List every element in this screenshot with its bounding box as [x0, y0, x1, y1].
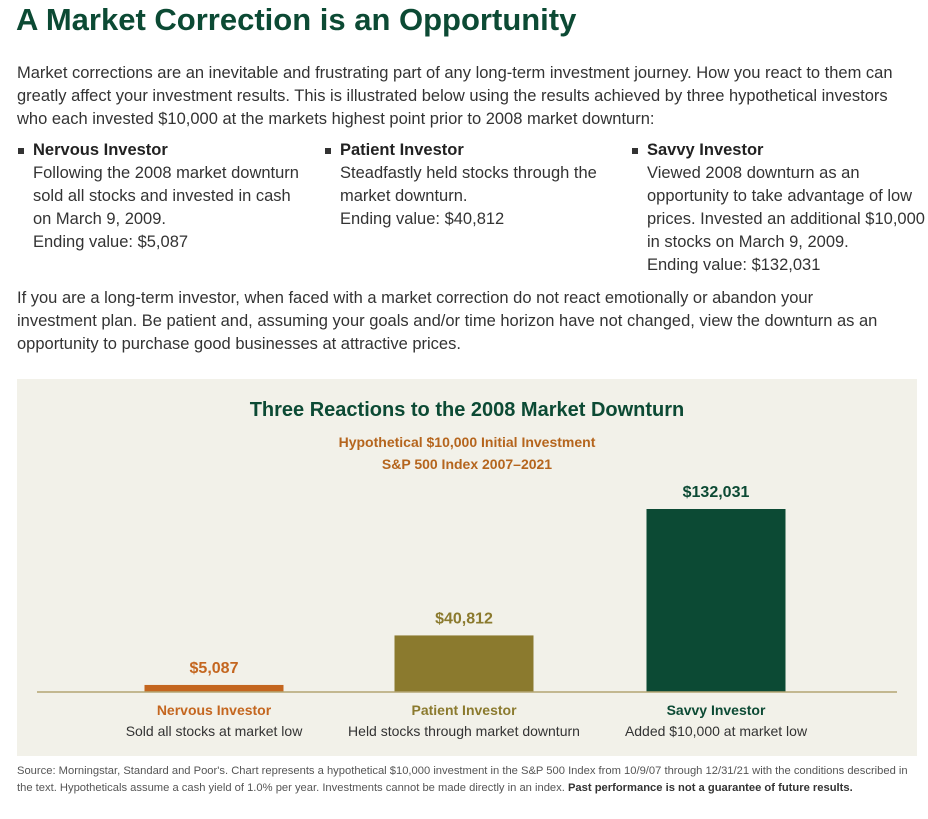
data-label: $132,031 — [683, 484, 750, 501]
investor-ending-value: Ending value: $132,031 — [647, 256, 821, 274]
bar — [646, 509, 786, 692]
bullet-icon — [325, 148, 331, 154]
investor-patient: Patient Investor Steadfastly held stocks… — [324, 139, 614, 231]
source-note: Source: Morningstar, Standard and Poor's… — [17, 765, 908, 794]
category-sublabel: Held stocks through market downturn — [348, 723, 580, 739]
chart-title: Three Reactions to the 2008 Market Downt… — [250, 399, 685, 421]
outro-paragraph: If you are a long-term investor, when fa… — [17, 289, 878, 353]
bullet-icon — [18, 148, 24, 154]
investor-name: Patient Investor — [324, 139, 614, 162]
chart-subtitle: S&P 500 Index 2007–2021 — [382, 456, 552, 472]
investor-savvy: Savvy Investor Viewed 2008 downturn as a… — [631, 139, 926, 277]
investor-description: Following the 2008 market downturn sold … — [33, 164, 299, 228]
bar-chart: Three Reactions to the 2008 Market Downt… — [37, 399, 897, 739]
investor-name: Savvy Investor — [631, 139, 926, 162]
investor-description: Viewed 2008 downturn as an opportunity t… — [647, 164, 925, 251]
investor-ending-value: Ending value: $5,087 — [33, 233, 189, 251]
bullet-icon — [632, 148, 638, 154]
bar — [394, 635, 534, 692]
bar — [144, 684, 284, 692]
investor-description: Steadfastly held stocks through the mark… — [340, 164, 597, 205]
category-label: Nervous Investor — [157, 702, 272, 718]
page-title: A Market Correction is an Opportunity — [16, 2, 577, 37]
category-label: Savvy Investor — [667, 702, 766, 718]
investor-name: Nervous Investor — [17, 139, 307, 162]
category-sublabel: Sold all stocks at market low — [126, 723, 304, 739]
category-label: Patient Investor — [411, 702, 517, 718]
investor-nervous: Nervous Investor Following the 2008 mark… — [17, 139, 307, 254]
investor-ending-value: Ending value: $40,812 — [340, 210, 505, 228]
chart-subtitle: Hypothetical $10,000 Initial Investment — [339, 434, 596, 450]
disclaimer: Past performance is not a guarantee of f… — [567, 782, 853, 794]
chart-panel: Three Reactions to the 2008 Market Downt… — [17, 379, 917, 756]
data-label: $5,087 — [190, 660, 239, 677]
data-label: $40,812 — [435, 610, 493, 627]
intro-paragraph: Market corrections are an inevitable and… — [17, 64, 893, 128]
category-sublabel: Added $10,000 at market low — [625, 723, 808, 739]
